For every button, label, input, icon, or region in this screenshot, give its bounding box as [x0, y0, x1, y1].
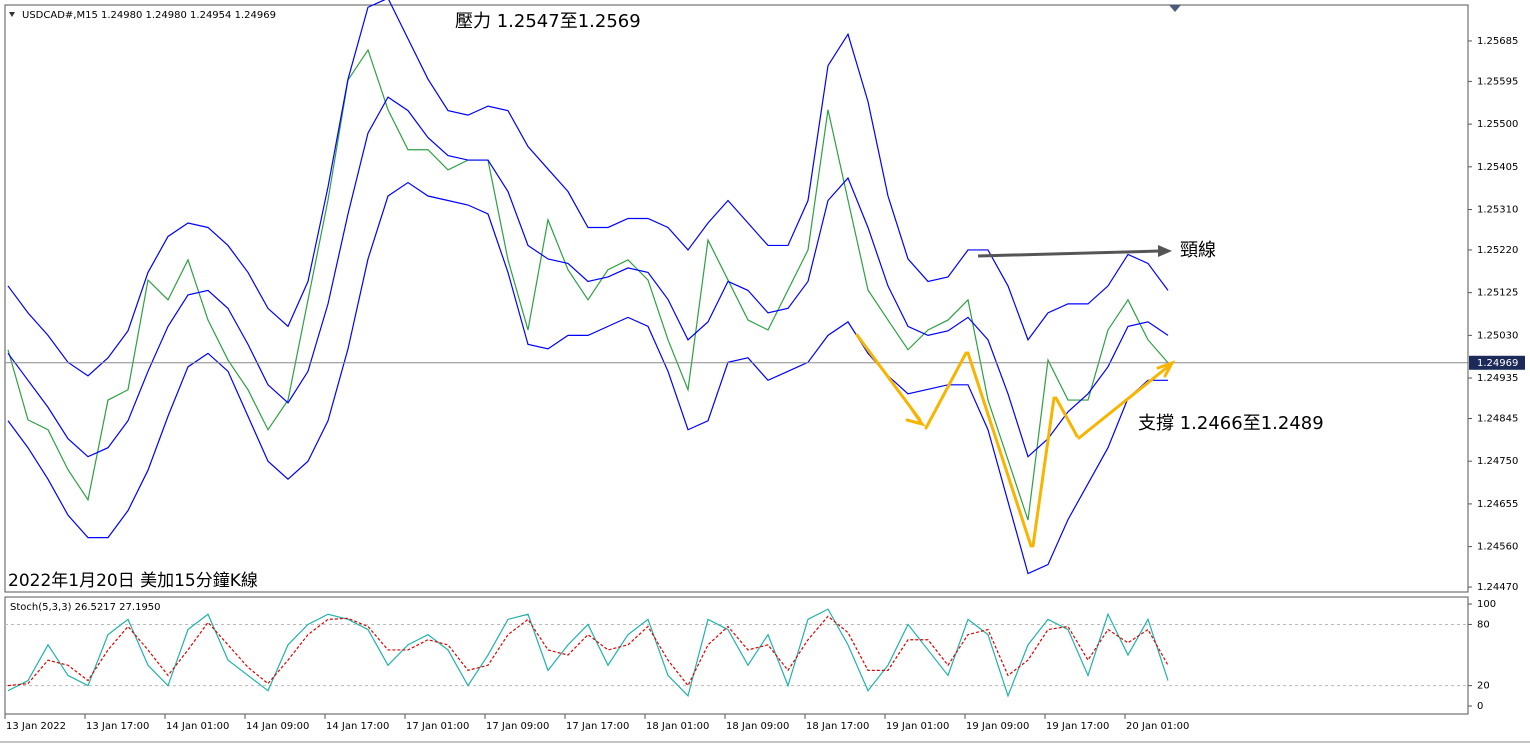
y-tick-label: 1.25220: [1477, 245, 1518, 256]
x-tick-label: 14 Jan 01:00: [166, 721, 229, 732]
main-frame: [4, 4, 1469, 593]
annotation: 壓力 1.2547至1.2569: [455, 11, 641, 32]
series-line: [7, 0, 1169, 377]
panel-header: USDCAD#,M15 1.24980 1.24980 1.24954 1.24…: [22, 10, 276, 21]
x-tick-label: 17 Jan 01:00: [406, 721, 469, 732]
y-tick-label: 20: [1477, 681, 1490, 692]
stoch-frame: [4, 596, 1469, 715]
neckline: [977, 249, 1161, 258]
pattern-line: [1054, 396, 1079, 438]
y-tick-label: 1.25125: [1477, 288, 1518, 299]
series-line: [7, 608, 1169, 698]
y-tick-label: 100: [1477, 599, 1496, 610]
x-tick-label: 18 Jan 01:00: [646, 721, 709, 732]
y-tick-label: 80: [1477, 619, 1490, 630]
panel-header: Stoch(5,3,3) 26.5217 27.1950: [10, 602, 161, 613]
y-tick-label: 1.24470: [1477, 582, 1518, 593]
pattern-line: [1031, 396, 1056, 548]
x-tick-label: 14 Jan 17:00: [326, 721, 389, 732]
arrow-head: [1156, 360, 1176, 378]
y-tick-label: 1.25500: [1477, 119, 1518, 130]
y-tick-label: 1.25030: [1477, 330, 1518, 341]
x-tick-label: 19 Jan 01:00: [886, 721, 949, 732]
chart-title: 2022年1月20日 美加15分鐘K線: [8, 571, 258, 591]
last-price-box: [1469, 355, 1525, 370]
x-tick-label: 18 Jan 09:00: [726, 721, 789, 732]
annotation: 支撐 1.2466至1.2489: [1138, 413, 1324, 434]
shift-marker: [1169, 5, 1181, 12]
plot-layer: 1.24470 1.24560 1.24655 1.24750 1.24845 1.249…: [4, 0, 1525, 732]
series-line: [7, 96, 1169, 458]
pattern-line: [966, 351, 1033, 548]
y-tick-label: 1.24935: [1477, 373, 1518, 384]
y-tick-label: 1.24845: [1477, 414, 1518, 425]
y-tick-label: 1.25405: [1477, 162, 1518, 173]
x-tick-label: 14 Jan 09:00: [246, 721, 309, 732]
y-tick-label: 1.25595: [1477, 76, 1518, 87]
annotation: 頸線: [1180, 240, 1216, 261]
y-tick-label: 1.24560: [1477, 542, 1518, 553]
x-tick-label: 13 Jan 2022: [6, 721, 66, 732]
x-tick-label: 19 Jan 17:00: [1046, 721, 1109, 732]
series-line: [7, 48, 1169, 521]
header-marker: [9, 12, 15, 17]
x-tick-label: 13 Jan 17:00: [86, 721, 149, 732]
x-tick-label: 20 Jan 01:00: [1126, 721, 1189, 732]
y-tick-label: 1.25685: [1477, 36, 1518, 47]
pattern-line: [924, 351, 968, 430]
x-tick-label: 17 Jan 17:00: [566, 721, 629, 732]
x-tick-label: 19 Jan 09:00: [966, 721, 1029, 732]
series-line: [7, 615, 1169, 687]
series-line: [7, 181, 1168, 575]
y-tick-label: 1.25310: [1477, 205, 1518, 216]
x-tick-label: 17 Jan 09:00: [486, 721, 549, 732]
y-tick-label: 1.24655: [1477, 499, 1518, 510]
pattern-annotations: [855, 333, 1176, 548]
pattern-line: [1077, 363, 1172, 440]
neckline-arrow: [977, 245, 1172, 258]
pattern-line: [855, 333, 922, 422]
arrow-head: [905, 409, 926, 427]
y-tick-label: 1.24750: [1477, 456, 1518, 467]
arrow-head: [1158, 245, 1172, 257]
y-tick-label: 0: [1477, 701, 1483, 712]
last-price-label: 1.24969: [1477, 358, 1518, 369]
x-tick-label: 18 Jan 17:00: [806, 721, 869, 732]
